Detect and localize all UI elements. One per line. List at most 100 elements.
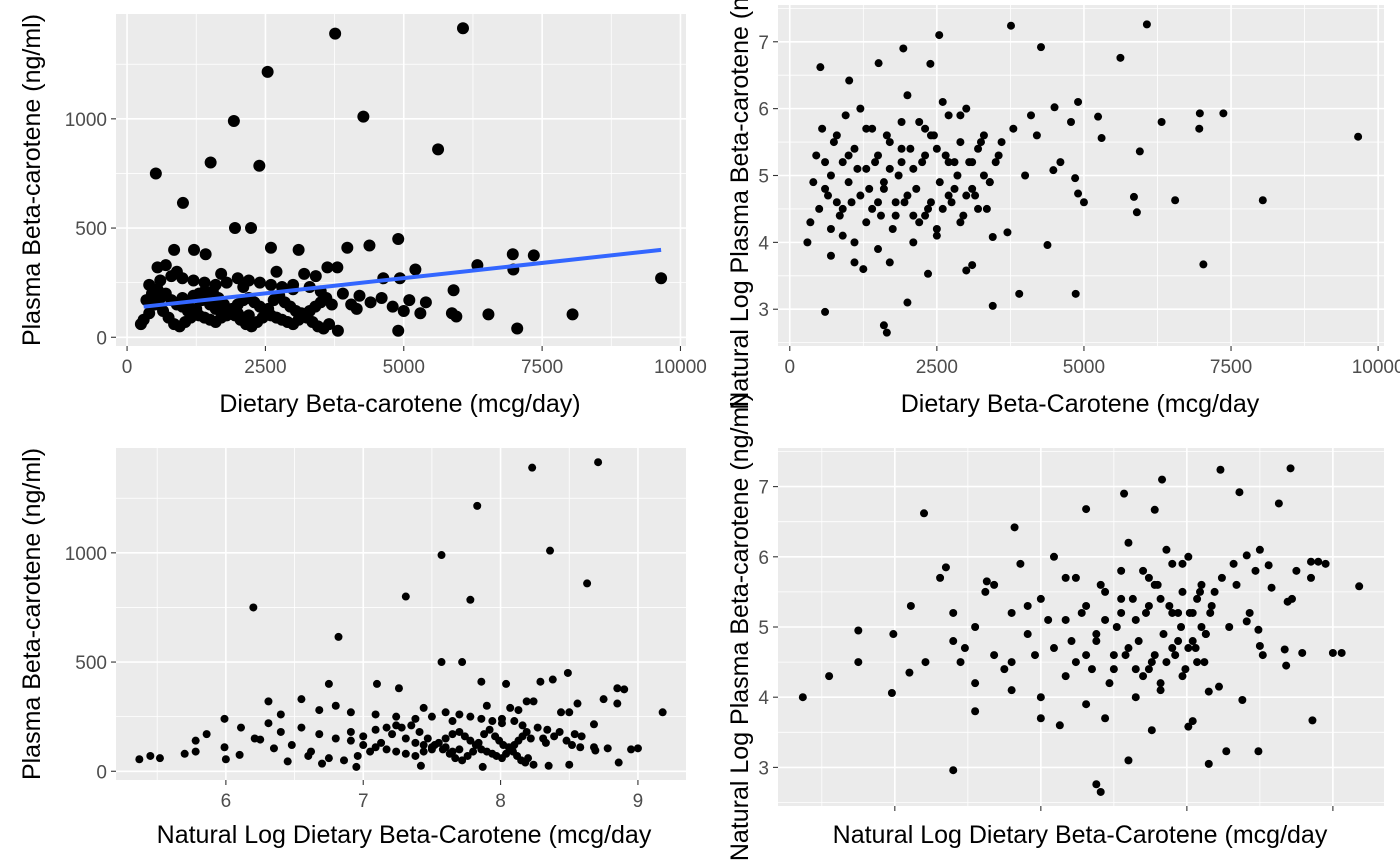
data-point: [982, 204, 991, 213]
data-point: [221, 755, 230, 764]
data-point: [269, 744, 278, 753]
data-point: [437, 551, 446, 560]
data-point: [1267, 583, 1276, 592]
data-point: [862, 164, 871, 173]
data-point: [184, 311, 197, 324]
x-axis-title: Dietary Beta-carotene (mcg/day): [219, 390, 580, 418]
data-point: [392, 712, 401, 721]
data-point: [1306, 557, 1315, 566]
data-point: [949, 608, 958, 617]
data-point: [1235, 488, 1244, 497]
data-point: [1049, 644, 1058, 653]
data-point: [1092, 637, 1101, 646]
data-point: [1132, 208, 1141, 217]
data-point: [932, 224, 941, 233]
data-point: [1117, 608, 1126, 617]
data-point: [838, 231, 847, 240]
data-point: [568, 741, 576, 750]
data-point: [448, 747, 457, 756]
data-point: [971, 679, 980, 688]
data-point: [1219, 109, 1228, 118]
data-point: [220, 309, 233, 322]
data-point: [448, 717, 457, 726]
data-point: [1074, 189, 1083, 198]
data-point: [419, 747, 428, 756]
data-point: [522, 727, 531, 736]
data-point: [826, 251, 835, 260]
data-point: [924, 204, 933, 213]
data-point: [1158, 475, 1167, 484]
data-point: [599, 695, 608, 704]
data-point: [482, 701, 491, 710]
data-point: [950, 184, 959, 193]
data-point: [264, 278, 277, 291]
data-point: [460, 732, 469, 741]
data-point: [191, 736, 200, 745]
data-point: [845, 76, 854, 85]
data-point: [1242, 617, 1251, 626]
data-point: [403, 294, 416, 307]
x-tick-label: 7500: [521, 357, 563, 378]
data-point: [1174, 637, 1183, 646]
data-point: [372, 679, 381, 688]
data-point: [331, 261, 344, 274]
data-point: [829, 138, 838, 147]
data-point: [1210, 587, 1219, 596]
data-point: [242, 309, 255, 322]
y-tick-label: 1000: [65, 544, 107, 565]
data-point: [1112, 623, 1121, 631]
data-point: [1355, 582, 1364, 591]
data-point: [941, 151, 950, 160]
data-point: [1144, 665, 1153, 674]
data-point: [1066, 118, 1075, 127]
data-point: [818, 124, 827, 133]
data-point: [134, 318, 147, 331]
data-point: [371, 743, 380, 752]
y-tick-label: 4: [758, 688, 769, 709]
data-point: [388, 730, 397, 739]
data-point: [888, 224, 897, 233]
data-point: [982, 577, 991, 586]
x-tick-label: 5000: [1063, 357, 1105, 378]
data-point: [334, 632, 343, 641]
data-point: [524, 754, 533, 763]
data-point: [1196, 587, 1205, 596]
data-point: [815, 204, 824, 213]
y-tick-label: 500: [75, 653, 107, 674]
data-point: [1044, 615, 1053, 624]
data-point: [1077, 608, 1086, 617]
data-point: [935, 178, 944, 187]
data-point: [962, 104, 971, 113]
data-point: [577, 732, 586, 741]
data-point: [1225, 623, 1234, 631]
data-point: [502, 679, 511, 688]
data-point: [838, 204, 847, 213]
data-point: [249, 603, 258, 612]
data-point: [968, 184, 977, 193]
data-point: [897, 158, 906, 167]
data-point: [469, 747, 478, 756]
scatter-panel-4: 3 4 5 6 7 Natural Log Dietary Beta-Carotene (…: [726, 393, 1384, 861]
data-point: [1015, 289, 1024, 298]
data-point: [488, 717, 497, 726]
data-point: [256, 735, 265, 744]
data-point: [1188, 717, 1197, 726]
data-point: [1082, 601, 1091, 610]
data-point: [1139, 566, 1148, 575]
data-point: [956, 111, 965, 120]
data-point: [1116, 53, 1125, 62]
data-point: [962, 266, 971, 275]
data-point: [1162, 658, 1171, 667]
data-point: [1056, 158, 1065, 167]
data-point: [1171, 651, 1180, 660]
data-point: [437, 658, 446, 667]
data-point: [353, 289, 366, 302]
data-point: [874, 198, 883, 207]
data-point: [874, 151, 883, 160]
data-point: [1026, 111, 1035, 120]
data-point: [1000, 665, 1009, 674]
data-point: [518, 721, 527, 730]
data-point: [976, 138, 985, 147]
data-point: [1016, 559, 1025, 568]
data-point: [821, 184, 830, 193]
